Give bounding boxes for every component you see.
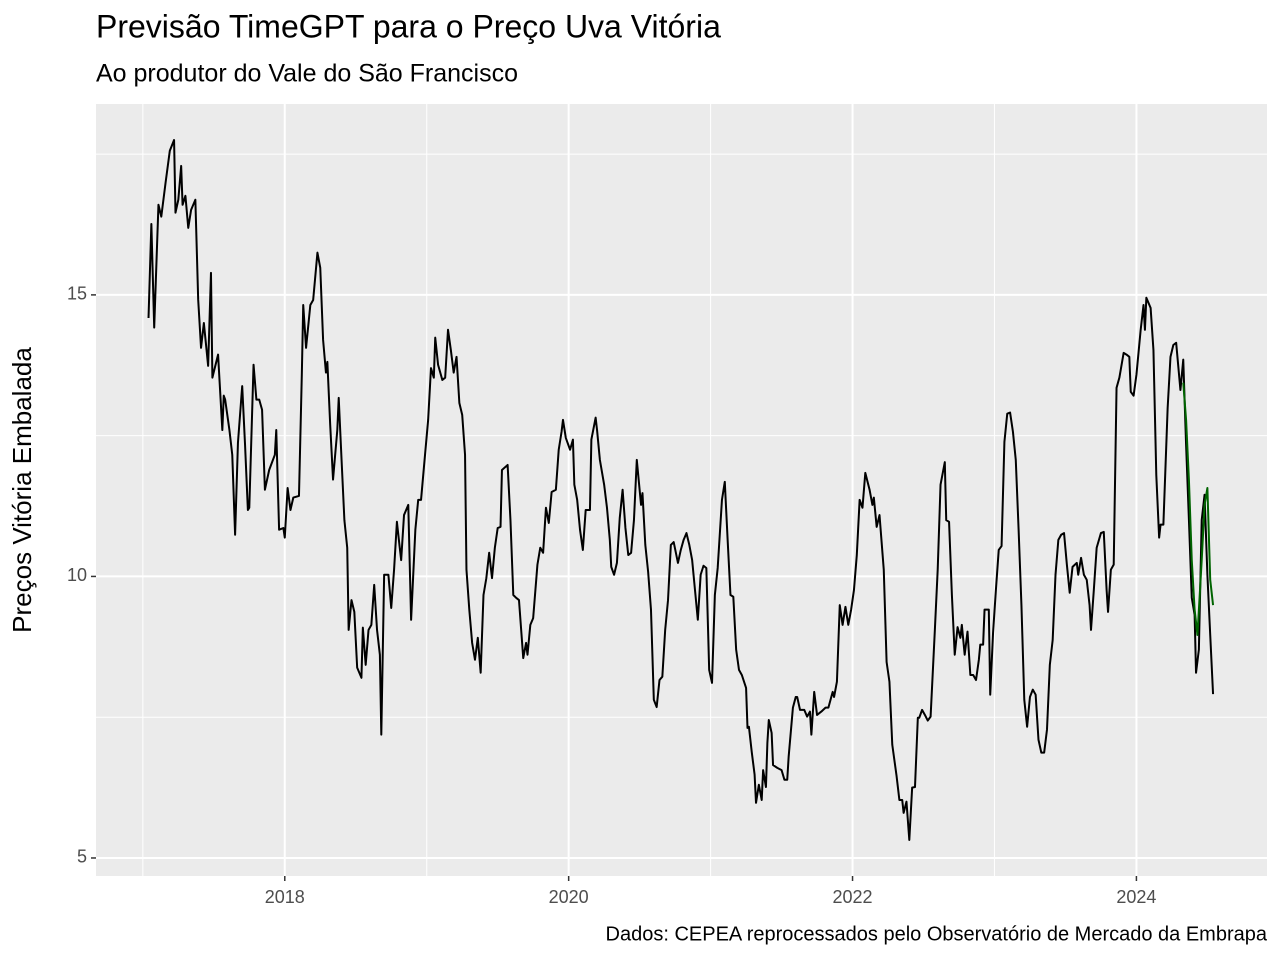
x-tick-label: 2024 [1116, 887, 1156, 907]
chart-title: Previsão TimeGPT para o Preço Uva Vitóri… [96, 8, 721, 44]
y-tick-label: 10 [67, 565, 87, 585]
plot-panel [96, 104, 1267, 876]
y-axis-label: Preços Vitória Embalada [7, 347, 37, 633]
x-tick-label: 2022 [833, 887, 873, 907]
y-tick-label: 5 [77, 847, 87, 867]
x-tick-label: 2020 [549, 887, 589, 907]
caption: Dados: CEPEA reprocessados pelo Observat… [606, 923, 1268, 945]
series-line [147, 139, 1215, 841]
series-line [1182, 382, 1215, 636]
chart-subtitle: Ao produtor do Vale do São Francisco [96, 60, 518, 88]
y-tick-label: 15 [67, 284, 87, 304]
x-tick-label: 2018 [265, 887, 305, 907]
